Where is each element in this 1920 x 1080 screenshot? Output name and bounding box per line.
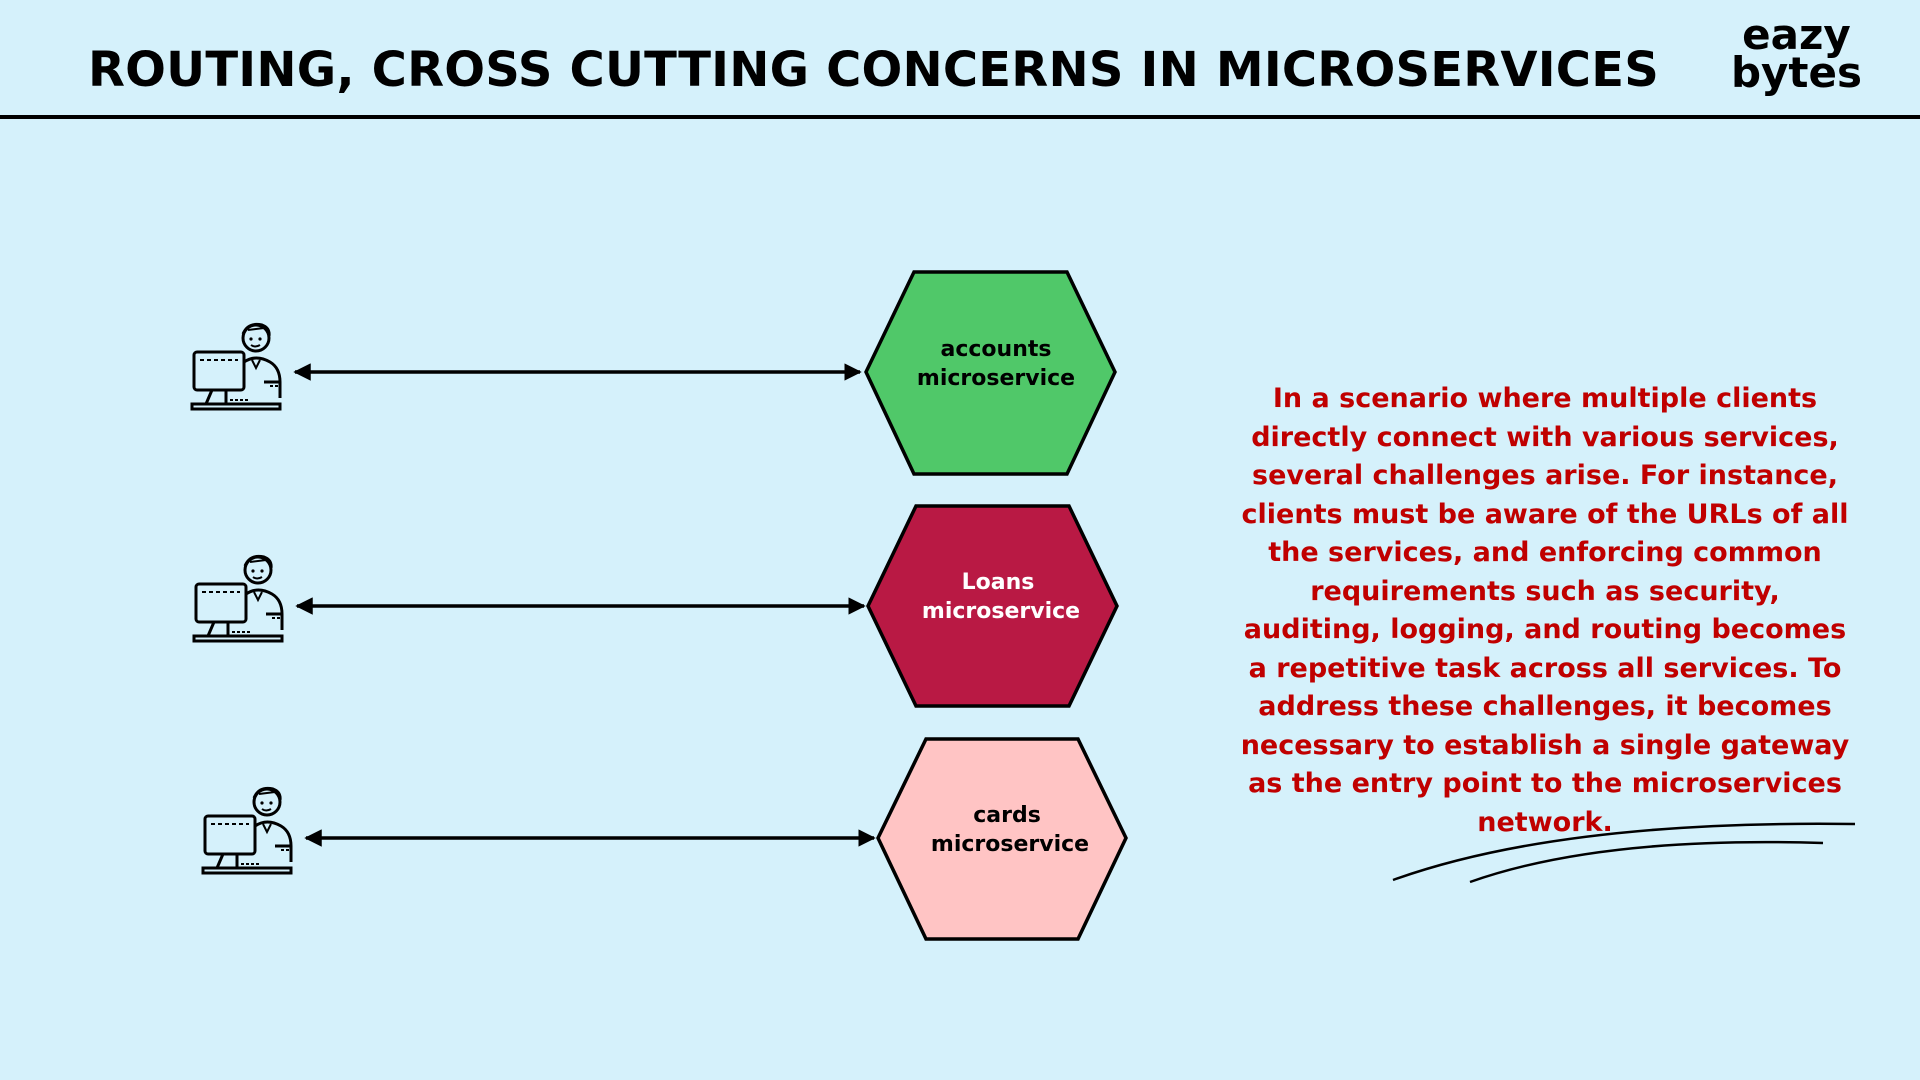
cards-label-line2: microservice — [931, 832, 1089, 857]
decorative-swoosh-1 — [1392, 822, 1856, 882]
cards-label-line1: cards — [973, 803, 1041, 828]
accounts-label-line2: microservice — [917, 366, 1075, 391]
logo-line-2: bytes — [1730, 48, 1862, 97]
client-icon-3 — [201, 786, 293, 875]
explanation-note: In a scenario where multiple clients dir… — [1240, 383, 1850, 838]
loans-label-line2: microservice — [922, 599, 1080, 624]
decorative-swoosh-2 — [1469, 840, 1824, 884]
accounts-hexagon — [864, 270, 1117, 476]
logo-line-1: eazy — [1742, 10, 1851, 59]
page-title: ROUTING, CROSS CUTTING CONCERNS IN MICRO… — [88, 42, 1659, 98]
client-icon-1 — [190, 322, 282, 411]
loans-label-line1: Loans — [962, 570, 1035, 595]
eazybytes-logo: eazy bytes — [1730, 10, 1862, 97]
cards-hexagon — [876, 737, 1128, 941]
accounts-label-line1: accounts — [941, 337, 1052, 362]
client-icon-2 — [192, 554, 284, 643]
header-divider — [0, 115, 1920, 119]
loans-hexagon — [866, 504, 1119, 708]
